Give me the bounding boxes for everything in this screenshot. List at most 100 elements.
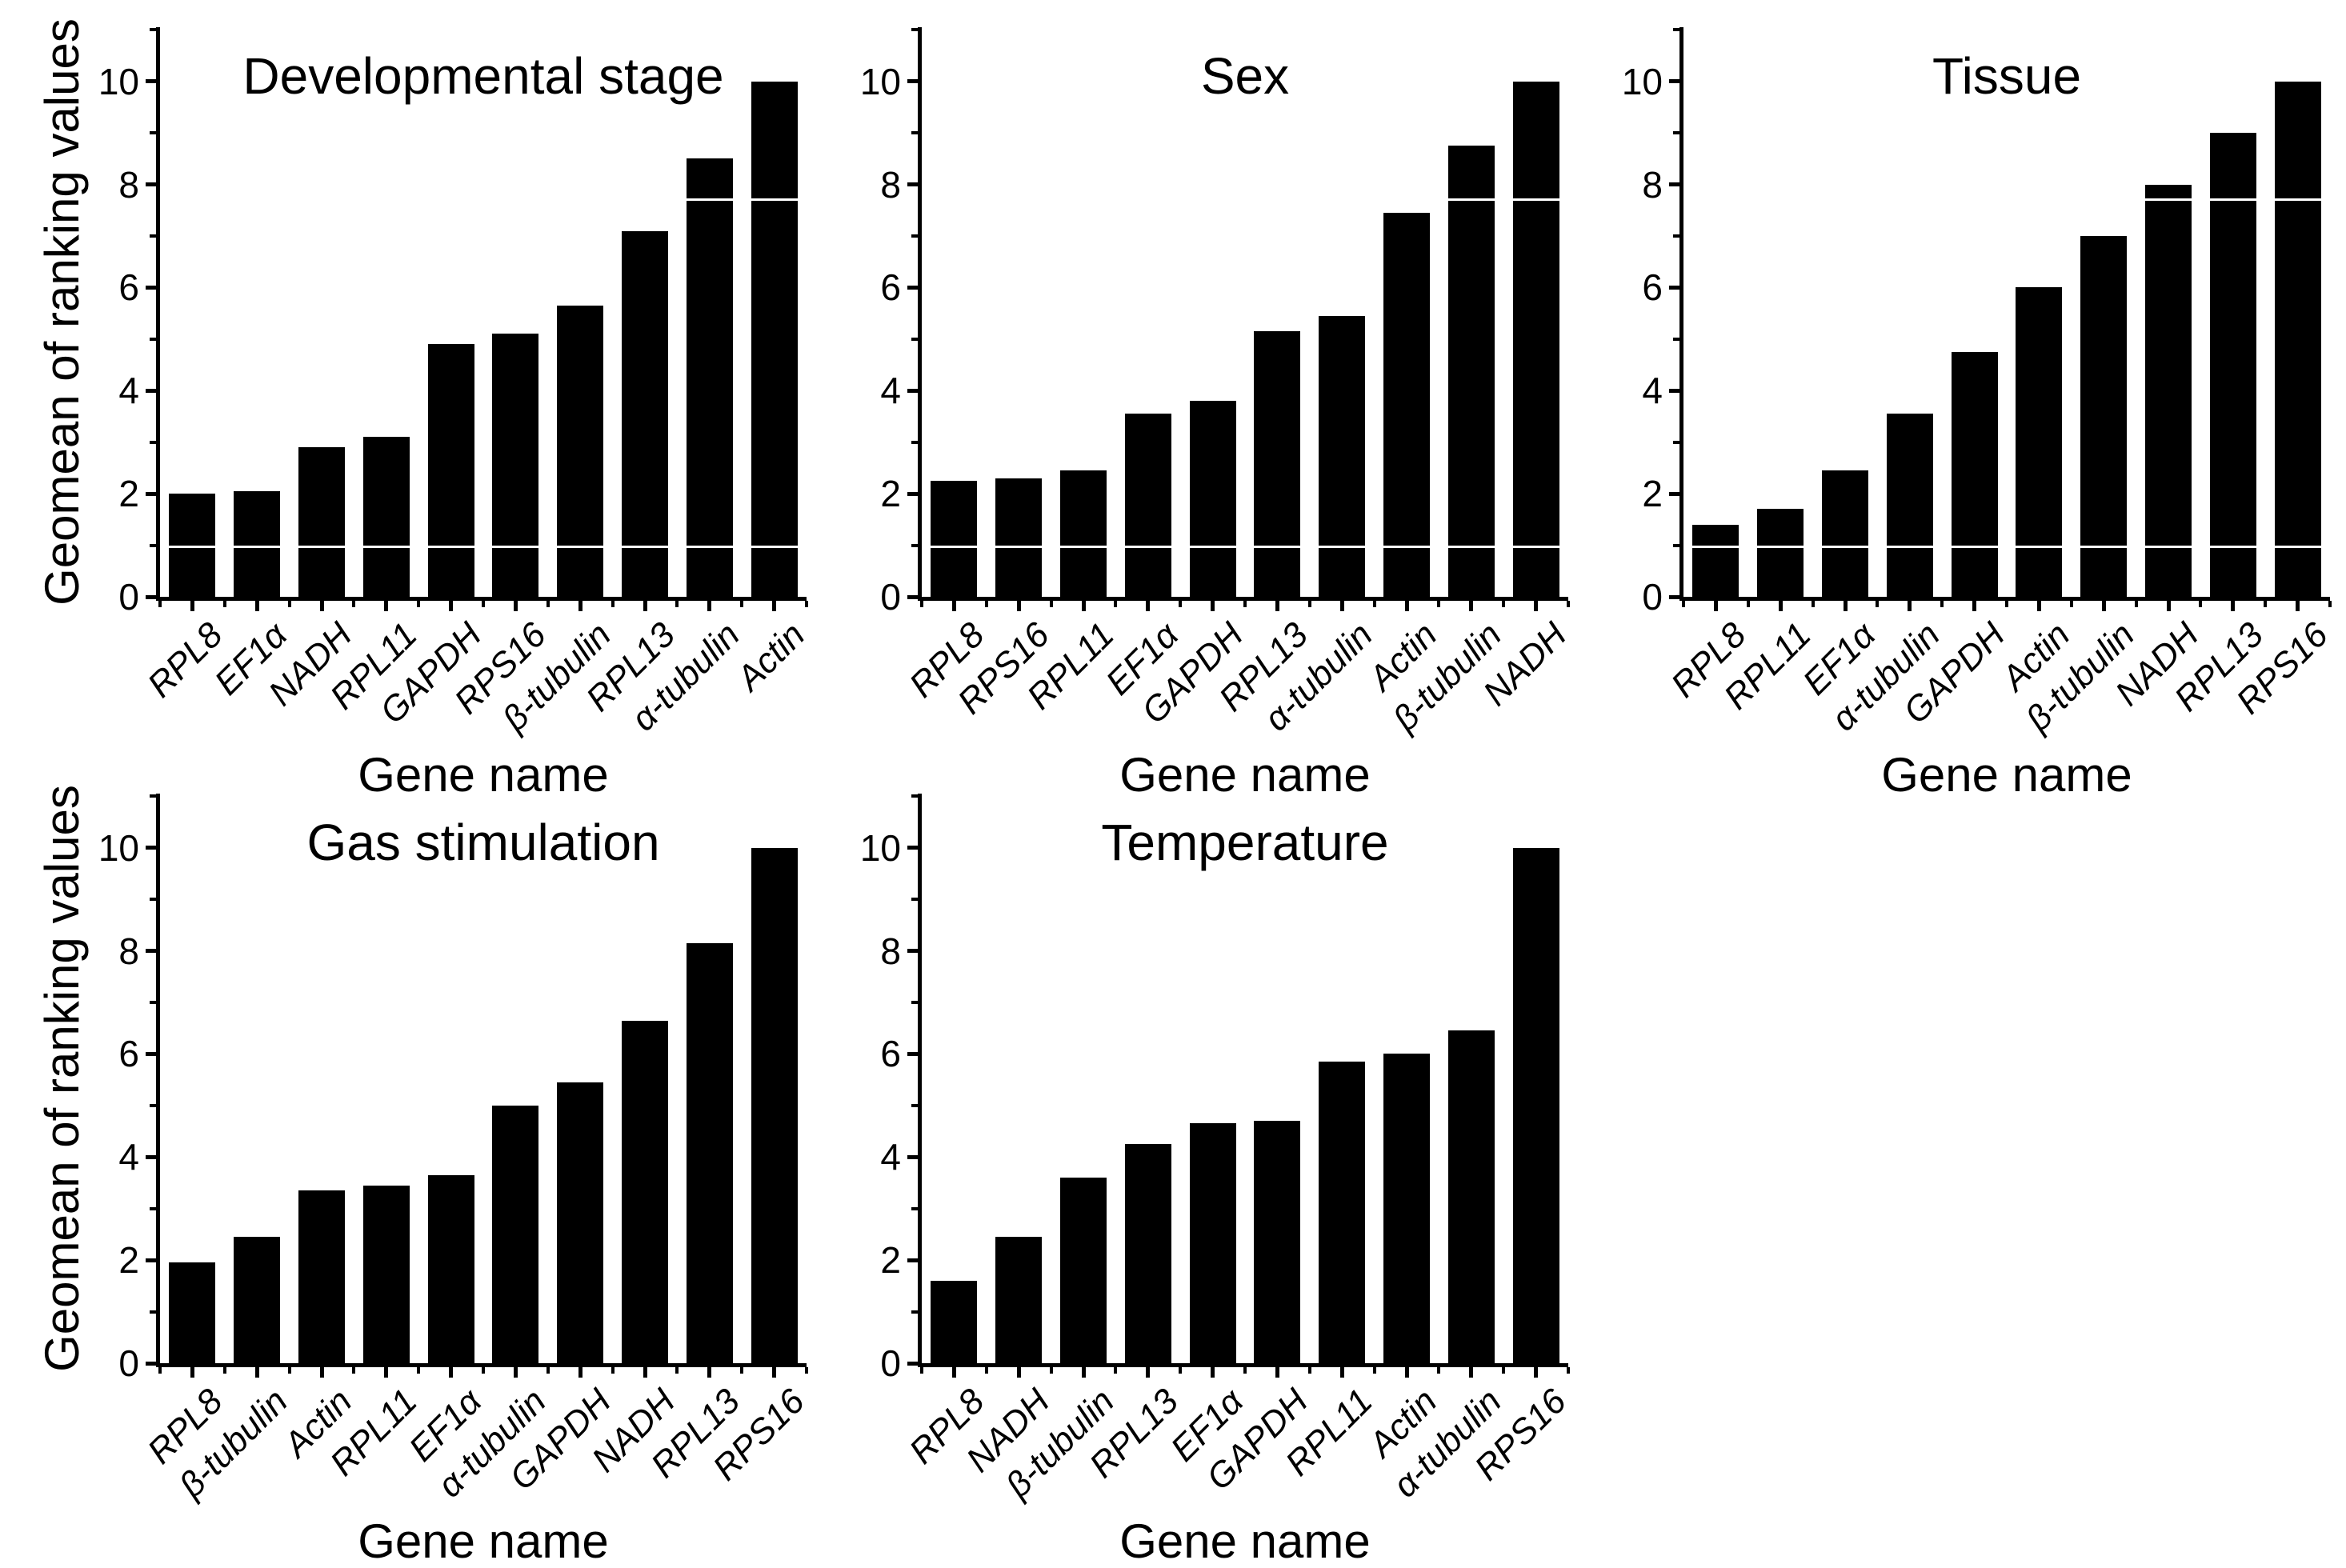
x-minor-tick bbox=[1940, 601, 1944, 607]
y-minor-tick bbox=[911, 1310, 918, 1314]
y-axis-line bbox=[918, 794, 922, 1367]
x-minor-tick bbox=[740, 601, 744, 607]
x-major-tick bbox=[1081, 1367, 1086, 1378]
bar bbox=[1254, 331, 1301, 597]
bar bbox=[751, 81, 798, 597]
y-minor-tick bbox=[911, 440, 918, 444]
x-minor-tick bbox=[1811, 601, 1815, 607]
y-major-tick bbox=[907, 182, 918, 187]
y-tick-label: 8 bbox=[118, 163, 139, 206]
x-minor-tick bbox=[1437, 601, 1441, 607]
x-minor-tick bbox=[2005, 601, 2008, 607]
y-minor-tick bbox=[150, 543, 156, 547]
x-minor-tick bbox=[2199, 601, 2203, 607]
x-minor-tick bbox=[1567, 1367, 1570, 1374]
bar bbox=[362, 1185, 410, 1363]
x-axis-title: Gene name bbox=[1881, 748, 2132, 802]
bar bbox=[234, 1237, 281, 1363]
bar bbox=[622, 1020, 668, 1363]
bar bbox=[1189, 401, 1236, 597]
bar bbox=[2080, 235, 2128, 597]
x-major-tick bbox=[1016, 1367, 1021, 1378]
bar bbox=[1254, 1121, 1301, 1363]
bar bbox=[931, 1280, 978, 1363]
y-major-tick bbox=[907, 79, 918, 84]
x-minor-tick bbox=[1307, 1367, 1311, 1374]
x-major-tick bbox=[1339, 1367, 1344, 1378]
y-tick-label: 8 bbox=[118, 930, 139, 972]
y-minor-tick bbox=[911, 1103, 918, 1107]
x-minor-tick bbox=[1179, 1367, 1183, 1374]
x-major-tick bbox=[1843, 601, 1848, 611]
y-axis-line bbox=[1679, 27, 1683, 601]
x-minor-tick bbox=[1876, 601, 1880, 607]
y-major-tick bbox=[907, 491, 918, 496]
y-tick-label: 4 bbox=[880, 370, 901, 412]
x-minor-tick bbox=[546, 1367, 550, 1374]
y-major-tick bbox=[1669, 388, 1679, 393]
bar bbox=[1886, 414, 1933, 597]
y-major-tick bbox=[1669, 182, 1679, 187]
bar bbox=[427, 1174, 474, 1363]
x-axis-line bbox=[918, 1363, 1568, 1367]
chart-title: Developmental stage bbox=[242, 47, 724, 105]
y-major-tick bbox=[1669, 285, 1679, 290]
x-major-tick bbox=[1211, 601, 1215, 611]
bar bbox=[686, 942, 733, 1363]
y-tick-label: 2 bbox=[880, 1239, 901, 1282]
x-minor-tick bbox=[352, 1367, 356, 1374]
x-minor-tick bbox=[287, 1367, 291, 1374]
x-major-tick bbox=[1275, 1367, 1279, 1378]
y-tick-label: 4 bbox=[880, 1136, 901, 1178]
x-minor-tick bbox=[222, 1367, 226, 1374]
x-minor-tick bbox=[158, 601, 162, 607]
x-major-tick bbox=[951, 601, 956, 611]
chart-title: Tissue bbox=[1932, 47, 2082, 105]
x-minor-tick bbox=[805, 1367, 808, 1374]
x-major-tick bbox=[1972, 601, 1977, 611]
bar bbox=[1319, 315, 1366, 597]
y-tick-label: 8 bbox=[1642, 163, 1663, 206]
y-minor-tick bbox=[911, 1000, 918, 1004]
bar bbox=[1124, 414, 1171, 597]
x-minor-tick bbox=[222, 601, 226, 607]
bar bbox=[1124, 1144, 1171, 1363]
x-major-tick bbox=[1469, 601, 1474, 611]
x-minor-tick bbox=[287, 601, 291, 607]
x-minor-tick bbox=[920, 601, 923, 607]
x-minor-tick bbox=[546, 601, 550, 607]
y-minor-tick bbox=[1673, 337, 1679, 341]
y-minor-tick bbox=[150, 1000, 156, 1004]
bar bbox=[995, 1237, 1043, 1363]
x-minor-tick bbox=[1746, 601, 1750, 607]
y-major-tick bbox=[146, 79, 156, 84]
y-tick-label: 10 bbox=[1621, 60, 1663, 102]
category-label: Actin bbox=[729, 614, 813, 698]
bar bbox=[1447, 146, 1495, 597]
bar bbox=[1383, 212, 1430, 597]
y-major-tick bbox=[146, 846, 156, 850]
x-minor-tick bbox=[2134, 601, 2138, 607]
x-minor-tick bbox=[805, 601, 808, 607]
bar bbox=[1822, 470, 1868, 597]
x-major-tick bbox=[384, 601, 389, 611]
x-minor-tick bbox=[482, 1367, 485, 1374]
y-minor-tick bbox=[1673, 440, 1679, 444]
x-major-tick bbox=[190, 1367, 194, 1378]
x-major-tick bbox=[1081, 601, 1086, 611]
x-major-tick bbox=[1339, 601, 1344, 611]
category-label: RPL8 bbox=[140, 614, 230, 706]
stitch-artifact-line bbox=[922, 546, 1568, 548]
y-minor-tick bbox=[1673, 234, 1679, 238]
y-tick-label: 0 bbox=[880, 576, 901, 618]
bar bbox=[492, 334, 539, 597]
y-tick-label: 0 bbox=[880, 1342, 901, 1384]
x-minor-tick bbox=[1437, 1367, 1441, 1374]
y-minor-tick bbox=[911, 131, 918, 135]
y-tick-label: 10 bbox=[98, 60, 139, 102]
bar bbox=[557, 305, 604, 597]
bar bbox=[1512, 847, 1559, 1363]
x-minor-tick bbox=[2069, 601, 2073, 607]
x-major-tick bbox=[319, 1367, 324, 1378]
x-minor-tick bbox=[984, 601, 988, 607]
